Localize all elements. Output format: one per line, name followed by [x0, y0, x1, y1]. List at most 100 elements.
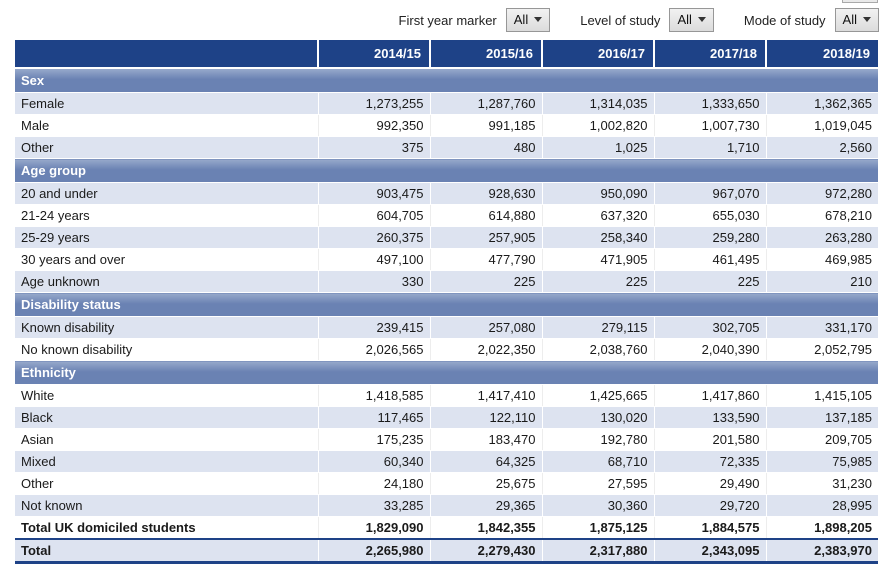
row-label: Female [15, 92, 318, 115]
cell-value: 2,343,095 [653, 538, 766, 564]
row-label: Mixed [15, 450, 318, 473]
row-label: Total [15, 538, 318, 564]
filter-mode-of-study: Mode of study All [744, 8, 879, 32]
cell-value: 497,100 [317, 248, 430, 271]
cell-value: 992,350 [317, 114, 430, 137]
cell-value: 950,090 [541, 182, 654, 205]
cell-value: 967,070 [653, 182, 766, 205]
cell-value: 1,314,035 [541, 92, 654, 115]
cell-value: 461,495 [653, 248, 766, 271]
cell-value: 133,590 [653, 406, 766, 429]
cell-value: 1,007,730 [653, 114, 766, 137]
table-row: 21-24 years 604,705 614,880 637,320 655,030 6… [15, 204, 878, 227]
row-label: 20 and under [15, 182, 318, 205]
cell-value: 1,415,105 [765, 384, 878, 407]
row-label: White [15, 384, 318, 407]
first-year-marker-dropdown[interactable]: All [505, 8, 551, 32]
cell-value: 28,995 [765, 494, 878, 517]
cell-value: 239,415 [317, 316, 430, 339]
cell-value: 2,040,390 [653, 338, 766, 361]
section-header-row: Disability status [15, 292, 878, 317]
cell-value: 24,180 [317, 472, 430, 495]
chevron-down-icon [697, 17, 706, 22]
cell-value: 225 [429, 270, 542, 293]
cell-value: 1,025 [541, 136, 654, 159]
table-row: Age unknown 330 225 225 225 210 [15, 270, 878, 293]
cell-value: 257,080 [429, 316, 542, 339]
cell-value: 29,720 [653, 494, 766, 517]
cell-value: 1,898,205 [765, 516, 878, 540]
year-column-header: 2018/19 [765, 40, 878, 69]
section-title: Ethnicity [15, 360, 878, 385]
cell-value: 31,230 [765, 472, 878, 495]
cell-value: 68,710 [541, 450, 654, 473]
section-title: Disability status [15, 292, 878, 317]
row-label: Other [15, 136, 318, 159]
level-of-study-dropdown[interactable]: All [669, 8, 714, 32]
cell-value: 225 [541, 270, 654, 293]
section-header-row: Age group [15, 158, 878, 183]
cell-value: 258,340 [541, 226, 654, 249]
table-row: Other 24,180 25,675 27,595 29,490 31,230 [15, 472, 878, 495]
cell-value: 604,705 [317, 204, 430, 227]
row-label: Asian [15, 428, 318, 451]
cell-value: 29,365 [429, 494, 542, 517]
cell-value: 210 [765, 270, 878, 293]
cell-value: 137,185 [765, 406, 878, 429]
cell-value: 1,362,365 [765, 92, 878, 115]
table-row: Male 992,350 991,185 1,002,820 1,007,730 1,01… [15, 114, 878, 137]
cell-value: 2,383,970 [765, 538, 878, 564]
section-header-row: Ethnicity [15, 360, 878, 385]
cell-value: 259,280 [653, 226, 766, 249]
cell-value: 1,829,090 [317, 516, 430, 540]
cell-value: 117,465 [317, 406, 430, 429]
cell-value: 175,235 [317, 428, 430, 451]
chevron-down-icon [534, 17, 543, 22]
cell-value: 2,279,430 [429, 538, 542, 564]
cell-value: 1,417,860 [653, 384, 766, 407]
cell-value: 928,630 [429, 182, 542, 205]
cell-value: 64,325 [429, 450, 542, 473]
cell-value: 1,884,575 [653, 516, 766, 540]
row-label: No known disability [15, 338, 318, 361]
mode-of-study-dropdown[interactable]: All [834, 8, 879, 32]
chevron-down-icon [863, 17, 871, 22]
row-label: 21-24 years [15, 204, 318, 227]
row-label: Age unknown [15, 270, 318, 293]
cell-value: 1,333,650 [653, 92, 766, 115]
row-label: 30 years and over [15, 248, 318, 271]
section-header-row: Sex [15, 68, 878, 93]
cell-value: 2,052,795 [765, 338, 878, 361]
year-column-header: 2017/18 [653, 40, 766, 69]
cell-value: 1,875,125 [541, 516, 654, 540]
year-column-header: 2014/15 [317, 40, 430, 69]
dropdown-value: All [842, 12, 857, 27]
table-row: 20 and under 903,475 928,630 950,090 967,070… [15, 182, 878, 205]
year-column-header: 2016/17 [541, 40, 654, 69]
cell-value: 1,425,665 [541, 384, 654, 407]
cell-value: 375 [317, 136, 430, 159]
cell-value: 331,170 [765, 316, 878, 339]
table-row: Total 2,265,980 2,279,430 2,317,880 2,343,09… [15, 538, 878, 564]
cell-value: 1,273,255 [317, 92, 430, 115]
table-row: Other 375 480 1,025 1,710 2,560 [15, 136, 878, 159]
cell-value: 2,265,980 [317, 538, 430, 564]
cell-value: 72,335 [653, 450, 766, 473]
cell-value: 972,280 [765, 182, 878, 205]
cell-value: 903,475 [317, 182, 430, 205]
cell-value: 480 [429, 136, 542, 159]
cell-value: 2,560 [765, 136, 878, 159]
table-row: 30 years and over 497,100 477,790 471,905 46… [15, 248, 878, 271]
cell-value: 27,595 [541, 472, 654, 495]
row-label: Black [15, 406, 318, 429]
cell-value: 209,705 [765, 428, 878, 451]
filter-level-of-study: Level of study All [580, 8, 714, 32]
cell-value: 75,985 [765, 450, 878, 473]
table-row: White 1,418,585 1,417,410 1,425,665 1,417,86… [15, 384, 878, 407]
cell-value: 60,340 [317, 450, 430, 473]
table-row: No known disability 2,026,565 2,022,350 2,0… [15, 338, 878, 361]
cell-value: 1,019,045 [765, 114, 878, 137]
table-row: Mixed 60,340 64,325 68,710 72,335 75,985 [15, 450, 878, 473]
cell-value: 201,580 [653, 428, 766, 451]
filter-label: Level of study [580, 12, 661, 28]
